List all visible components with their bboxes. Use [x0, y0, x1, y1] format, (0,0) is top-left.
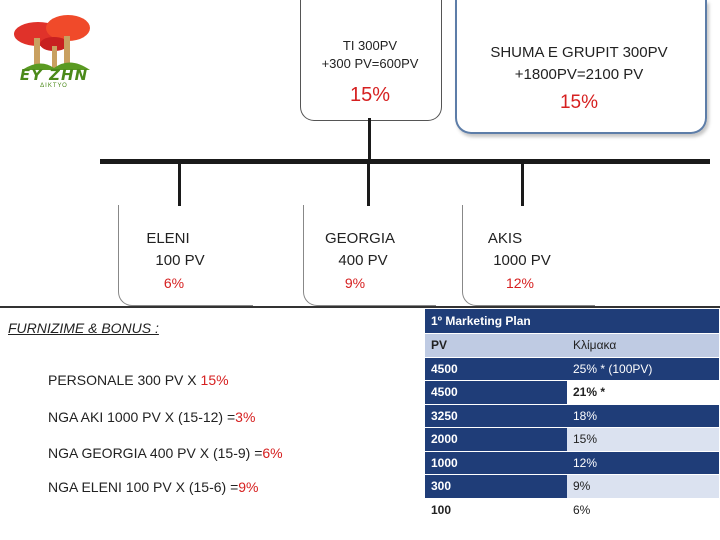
group-total-box	[455, 0, 707, 134]
table-row: 4500 25% * (100PV)	[425, 357, 719, 381]
calc-line-text: NGA AKI 1000 PV X (15-12) =	[48, 409, 236, 425]
pv-cell: 2000	[425, 427, 567, 452]
top-member-box	[300, 0, 442, 121]
georgia-pv: 400 PV	[338, 252, 388, 269]
furnizime-title: FURNIZIME & BONUS :	[8, 320, 159, 336]
calc-line-highlight: 15%	[200, 372, 229, 388]
group-total-line2: +1800PV=2100 PV	[514, 66, 644, 83]
scale-cell: 25% * (100PV)	[567, 357, 719, 381]
group-total-line1: SHUMA E GRUPIT 300PV	[490, 44, 668, 61]
marketing-plan-title: 1º Marketing Plan	[425, 309, 719, 334]
table-row: 3250 18%	[425, 404, 719, 428]
calc-line-eleni: NGA ELENI 100 PV X (15-6) =9%	[48, 479, 259, 495]
georgia-name: GEORGIA	[324, 230, 395, 247]
top-member-line2: +300 PV=600PV	[321, 56, 419, 71]
scale-cell: 15%	[567, 427, 719, 452]
calc-line-highlight: 6%	[262, 445, 283, 461]
column-header-scale: Κλίμακα	[567, 333, 719, 358]
mushroom-logo-icon	[14, 15, 90, 70]
pv-cell: 3250	[425, 404, 567, 428]
table-row: 100 6%	[425, 498, 719, 522]
akis-name: AKIS	[487, 230, 523, 247]
scale-cell: 6%	[567, 498, 719, 522]
calc-line-aki: NGA AKI 1000 PV X (15-12) =3%	[48, 409, 255, 425]
calc-line-text: NGA GEORGIA 400 PV X (15-9) =	[48, 445, 263, 461]
table-header-row: PV Κλίμακα	[425, 333, 719, 358]
scale-cell: 18%	[567, 404, 719, 428]
pv-cell: 100	[425, 498, 567, 522]
table-row: 2000 15%	[425, 427, 719, 452]
logo-subtext: ΔΙΚΤΥΟ	[40, 83, 68, 89]
akis-box	[462, 205, 595, 306]
table-row: 300 9%	[425, 474, 719, 499]
pv-cell: 4500	[425, 380, 567, 405]
georgia-percent: 9%	[344, 275, 366, 291]
column-header-pv: PV	[425, 333, 567, 358]
group-total-percent: 15%	[559, 92, 599, 113]
calc-line-text: PERSONALE 300 PV X	[48, 372, 201, 388]
eleni-percent: 6%	[163, 275, 185, 291]
georgia-box	[303, 205, 436, 306]
calc-line-text: NGA ELENI 100 PV X (15-6) =	[48, 479, 239, 495]
horizontal-connector	[100, 159, 710, 164]
section-divider	[0, 306, 720, 308]
top-member-line1: TI 300PV	[342, 38, 398, 53]
calc-line-highlight: 9%	[238, 479, 259, 495]
eleni-pv: 100 PV	[155, 252, 205, 269]
table-row: 4500 21% *	[425, 380, 719, 405]
akis-pv: 1000 PV	[493, 252, 551, 269]
scale-cell: 9%	[567, 474, 719, 499]
vertical-connector-georgia	[367, 162, 370, 206]
table-row: 1000 12%	[425, 451, 719, 475]
vertical-connector-akis	[521, 162, 524, 206]
eleni-box	[118, 205, 253, 306]
calc-line-georgia: NGA GEORGIA 400 PV X (15-9) =6%	[48, 445, 283, 461]
calc-line-highlight: 3%	[235, 409, 256, 425]
marketing-plan-table: 1º Marketing Plan PV Κλίμακα 4500 25% * …	[425, 309, 719, 522]
calc-line-personale: PERSONALE 300 PV X 15%	[48, 372, 229, 388]
company-logo	[10, 8, 100, 103]
top-member-percent: 15%	[349, 84, 391, 106]
eleni-name: ELENI	[146, 230, 190, 247]
pv-cell: 1000	[425, 451, 567, 475]
table-title-row: 1º Marketing Plan	[425, 309, 719, 334]
vertical-connector-top	[368, 118, 371, 162]
scale-cell: 21% *	[567, 380, 719, 405]
pv-cell: 300	[425, 474, 567, 499]
akis-percent: 12%	[505, 275, 535, 291]
scale-cell: 12%	[567, 451, 719, 475]
vertical-connector-eleni	[178, 162, 181, 206]
pv-cell: 4500	[425, 357, 567, 381]
logo-text: EY ZHN	[19, 66, 89, 84]
